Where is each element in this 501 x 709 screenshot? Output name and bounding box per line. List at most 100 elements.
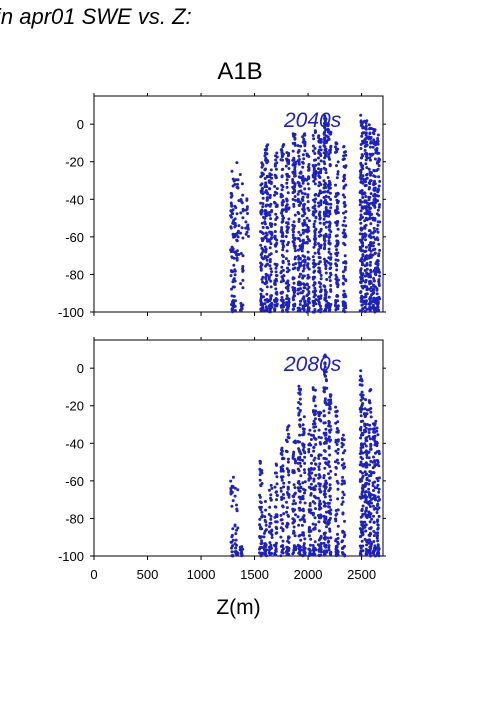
data-point bbox=[280, 226, 284, 230]
data-point bbox=[292, 499, 296, 503]
data-point bbox=[231, 306, 235, 310]
data-point bbox=[365, 465, 369, 469]
data-point bbox=[341, 451, 345, 455]
data-point bbox=[323, 213, 327, 217]
data-point bbox=[260, 246, 264, 250]
data-point bbox=[314, 425, 318, 429]
data-point bbox=[322, 492, 326, 496]
data-point bbox=[273, 485, 277, 489]
data-point bbox=[359, 446, 363, 450]
data-point bbox=[286, 302, 290, 306]
data-point bbox=[342, 211, 345, 215]
data-point bbox=[361, 504, 365, 508]
data-point bbox=[328, 242, 332, 245]
data-point bbox=[264, 523, 268, 527]
data-point bbox=[336, 420, 340, 424]
data-point bbox=[298, 500, 302, 504]
data-point bbox=[327, 153, 331, 156]
data-point bbox=[360, 294, 364, 298]
data-point bbox=[364, 216, 368, 220]
data-point bbox=[328, 191, 332, 195]
data-point bbox=[292, 171, 296, 175]
data-point bbox=[324, 264, 328, 268]
data-point bbox=[269, 252, 273, 256]
y-tick-label: -100 bbox=[58, 305, 84, 320]
data-point bbox=[328, 209, 332, 213]
data-point bbox=[293, 174, 296, 178]
data-point bbox=[279, 489, 283, 493]
data-point bbox=[274, 545, 278, 549]
data-point bbox=[268, 193, 272, 197]
data-point bbox=[372, 291, 376, 295]
data-point bbox=[324, 515, 328, 519]
data-point bbox=[314, 262, 318, 266]
data-point bbox=[275, 274, 279, 277]
data-point bbox=[274, 167, 278, 171]
data-point bbox=[270, 176, 274, 180]
data-point bbox=[323, 414, 327, 418]
data-point bbox=[322, 409, 326, 413]
data-point bbox=[287, 473, 291, 477]
data-point bbox=[365, 456, 369, 459]
data-point bbox=[376, 137, 380, 140]
data-point bbox=[303, 286, 307, 290]
data-point bbox=[230, 245, 234, 249]
data-point bbox=[371, 141, 375, 145]
data-point bbox=[298, 397, 302, 401]
data-point bbox=[275, 475, 279, 479]
data-point bbox=[302, 219, 306, 222]
data-point bbox=[327, 539, 331, 543]
data-point bbox=[377, 506, 381, 510]
data-point bbox=[375, 292, 379, 296]
data-point bbox=[236, 488, 240, 492]
data-point bbox=[314, 473, 318, 477]
data-point bbox=[326, 536, 330, 540]
data-point bbox=[376, 543, 380, 547]
data-point bbox=[241, 254, 245, 258]
data-point bbox=[298, 425, 302, 428]
data-point bbox=[286, 266, 289, 270]
data-point bbox=[359, 259, 362, 263]
data-point bbox=[302, 518, 306, 522]
data-point bbox=[368, 273, 372, 277]
data-point bbox=[231, 270, 235, 274]
plot-frame bbox=[93, 339, 384, 557]
data-point bbox=[323, 449, 327, 453]
data-point bbox=[300, 191, 304, 195]
data-point bbox=[369, 137, 373, 140]
data-point bbox=[301, 459, 305, 462]
data-point bbox=[317, 171, 320, 175]
data-point bbox=[358, 248, 362, 252]
data-point bbox=[303, 202, 306, 206]
data-point bbox=[280, 188, 284, 192]
data-point bbox=[373, 310, 377, 314]
data-point bbox=[298, 433, 302, 437]
data-point bbox=[359, 374, 362, 378]
data-point bbox=[312, 225, 316, 229]
data-point bbox=[258, 473, 262, 477]
data-point bbox=[234, 178, 238, 182]
data-point bbox=[301, 554, 305, 558]
data-point bbox=[327, 489, 331, 493]
data-point bbox=[359, 269, 363, 273]
data-point bbox=[292, 531, 295, 535]
data-point bbox=[273, 173, 277, 177]
data-point bbox=[234, 546, 238, 550]
data-point bbox=[312, 245, 316, 249]
data-point bbox=[274, 287, 278, 291]
data-point bbox=[325, 278, 329, 281]
data-point bbox=[361, 174, 365, 178]
data-point bbox=[376, 303, 380, 307]
data-point bbox=[325, 549, 328, 553]
data-point bbox=[341, 500, 345, 504]
data-point bbox=[336, 243, 340, 246]
data-point bbox=[258, 517, 262, 521]
data-point bbox=[286, 270, 289, 274]
data-point bbox=[282, 274, 286, 278]
data-point bbox=[285, 510, 289, 514]
data-point bbox=[318, 189, 322, 193]
data-point bbox=[297, 384, 301, 388]
data-point bbox=[269, 267, 273, 271]
data-point bbox=[281, 464, 285, 468]
data-point bbox=[258, 493, 262, 497]
